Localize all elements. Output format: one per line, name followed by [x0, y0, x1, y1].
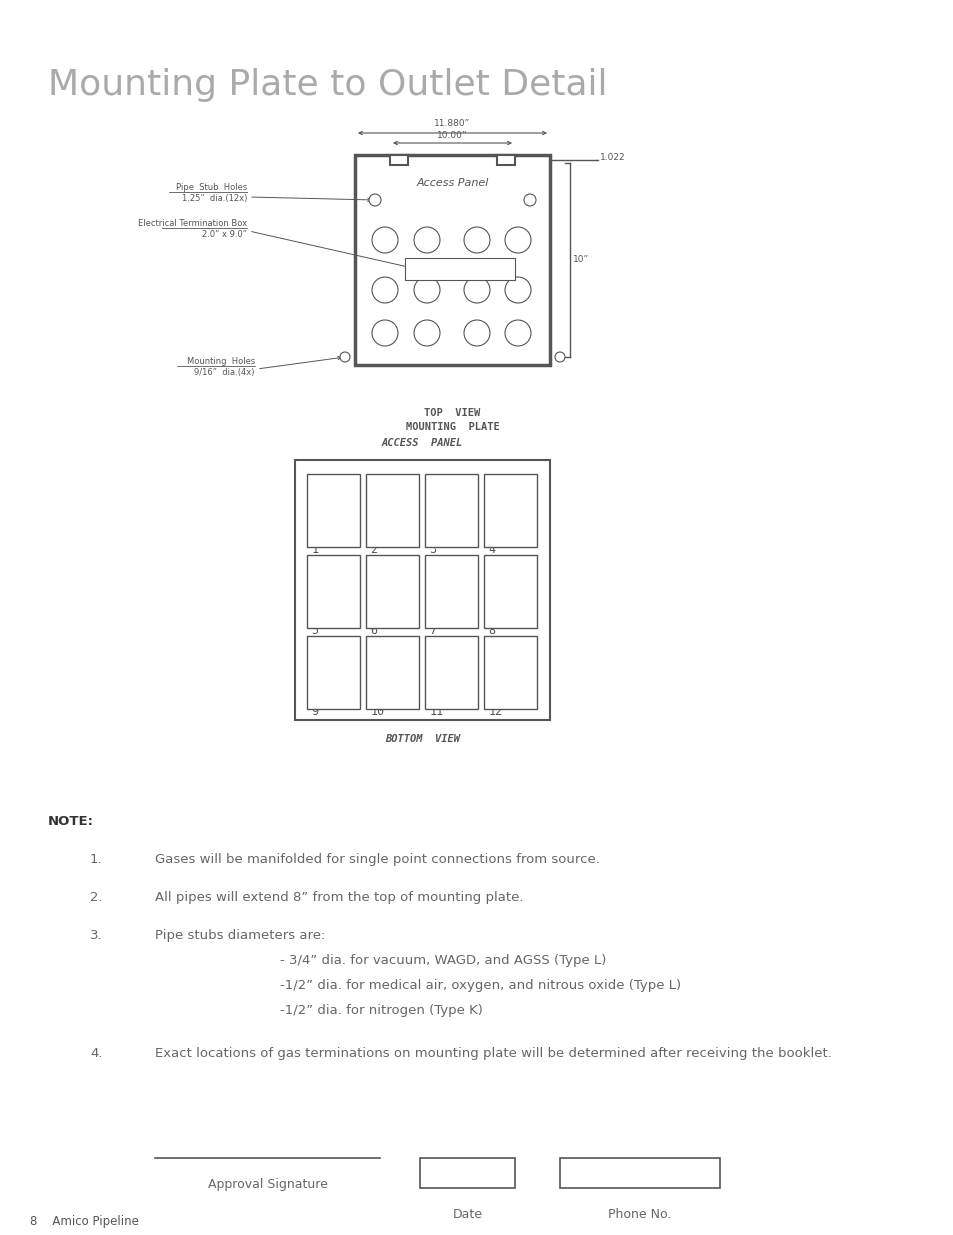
- Bar: [366, 474, 419, 547]
- Text: All pipes will extend 8” from the top of mounting plate.: All pipes will extend 8” from the top of…: [154, 890, 523, 904]
- Text: 9/16”  dia.(4x): 9/16” dia.(4x): [194, 368, 254, 377]
- Text: 8: 8: [488, 624, 496, 637]
- Bar: [390, 156, 408, 165]
- Text: 2.: 2.: [90, 890, 103, 904]
- Text: 1.25”  dia.(12x): 1.25” dia.(12x): [181, 194, 247, 203]
- Text: 10: 10: [370, 705, 384, 718]
- Circle shape: [504, 227, 531, 253]
- Text: 9: 9: [312, 705, 318, 718]
- Text: 3.: 3.: [90, 929, 103, 942]
- Text: ACCESS  PANEL: ACCESS PANEL: [381, 438, 462, 448]
- Text: 5: 5: [312, 624, 318, 637]
- Text: 12: 12: [488, 705, 502, 718]
- Bar: [484, 474, 537, 547]
- Text: 1.022: 1.022: [599, 153, 625, 163]
- Text: Access Panel: Access Panel: [416, 178, 488, 188]
- Bar: [307, 636, 360, 709]
- Text: 10.00”: 10.00”: [436, 131, 467, 140]
- Circle shape: [372, 320, 397, 346]
- Bar: [425, 474, 478, 547]
- Text: 6: 6: [370, 624, 377, 637]
- Circle shape: [504, 277, 531, 303]
- Text: 4.: 4.: [90, 1047, 102, 1060]
- Text: 10”: 10”: [573, 256, 589, 264]
- Text: Electrical Termination Box: Electrical Termination Box: [138, 219, 247, 228]
- Text: Pipe  Stub  Holes: Pipe Stub Holes: [175, 183, 247, 191]
- Text: 8    Amico Pipeline: 8 Amico Pipeline: [30, 1215, 139, 1228]
- Text: Mounting Plate to Outlet Detail: Mounting Plate to Outlet Detail: [48, 68, 607, 103]
- Text: MOUNTING  PLATE: MOUNTING PLATE: [405, 422, 498, 432]
- Text: 1.: 1.: [90, 853, 103, 866]
- Bar: [405, 258, 515, 280]
- Bar: [484, 555, 537, 629]
- Circle shape: [463, 277, 490, 303]
- Bar: [497, 156, 515, 165]
- Text: 2: 2: [370, 543, 377, 556]
- Bar: [419, 1158, 515, 1188]
- Text: -1/2” dia. for nitrogen (Type K): -1/2” dia. for nitrogen (Type K): [280, 1004, 482, 1016]
- Text: - 3/4” dia. for vacuum, WAGD, and AGSS (Type L): - 3/4” dia. for vacuum, WAGD, and AGSS (…: [280, 953, 606, 967]
- Circle shape: [414, 320, 439, 346]
- Bar: [307, 474, 360, 547]
- Circle shape: [339, 352, 350, 362]
- Text: 3: 3: [429, 543, 436, 556]
- Bar: [559, 1158, 720, 1188]
- Text: 11: 11: [429, 705, 443, 718]
- Circle shape: [463, 320, 490, 346]
- Text: Approval Signature: Approval Signature: [208, 1178, 327, 1191]
- Text: Phone No.: Phone No.: [608, 1208, 671, 1221]
- Circle shape: [372, 227, 397, 253]
- Circle shape: [372, 277, 397, 303]
- Text: 1: 1: [312, 543, 318, 556]
- Text: Mounting  Holes: Mounting Holes: [187, 357, 254, 366]
- Circle shape: [523, 194, 536, 206]
- Bar: [425, 636, 478, 709]
- Bar: [307, 555, 360, 629]
- Bar: [425, 555, 478, 629]
- Circle shape: [414, 227, 439, 253]
- Text: BOTTOM  VIEW: BOTTOM VIEW: [385, 734, 459, 743]
- Text: Date: Date: [452, 1208, 482, 1221]
- Text: 11.880”: 11.880”: [434, 119, 470, 128]
- Bar: [355, 156, 550, 366]
- Text: 7: 7: [429, 624, 436, 637]
- Text: 4: 4: [488, 543, 496, 556]
- Circle shape: [504, 320, 531, 346]
- Text: Pipe stubs diameters are:: Pipe stubs diameters are:: [154, 929, 325, 942]
- Circle shape: [369, 194, 380, 206]
- Text: NOTE:: NOTE:: [48, 815, 94, 827]
- Text: 2.0” x 9.0”: 2.0” x 9.0”: [202, 230, 247, 240]
- Bar: [484, 636, 537, 709]
- Text: -1/2” dia. for medical air, oxygen, and nitrous oxide (Type L): -1/2” dia. for medical air, oxygen, and …: [280, 979, 680, 992]
- Circle shape: [414, 277, 439, 303]
- Text: TOP  VIEW: TOP VIEW: [424, 408, 480, 417]
- Text: Gases will be manifolded for single point connections from source.: Gases will be manifolded for single poin…: [154, 853, 599, 866]
- Bar: [294, 459, 550, 720]
- Bar: [366, 636, 419, 709]
- Bar: [366, 555, 419, 629]
- Circle shape: [463, 227, 490, 253]
- Text: Exact locations of gas terminations on mounting plate will be determined after r: Exact locations of gas terminations on m…: [154, 1047, 831, 1060]
- Circle shape: [555, 352, 564, 362]
